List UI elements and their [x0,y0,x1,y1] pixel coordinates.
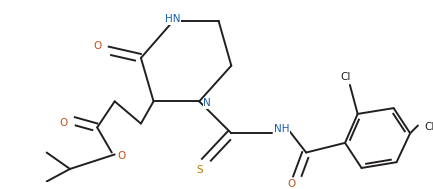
Text: O: O [117,151,126,161]
Text: O: O [59,118,67,128]
Text: HN: HN [165,14,181,24]
Text: NH: NH [274,124,290,134]
Text: Cl: Cl [424,122,433,132]
Text: S: S [196,165,203,175]
Text: N: N [203,98,211,108]
Text: Cl: Cl [341,72,351,82]
Text: O: O [93,41,101,51]
Text: O: O [288,179,296,189]
